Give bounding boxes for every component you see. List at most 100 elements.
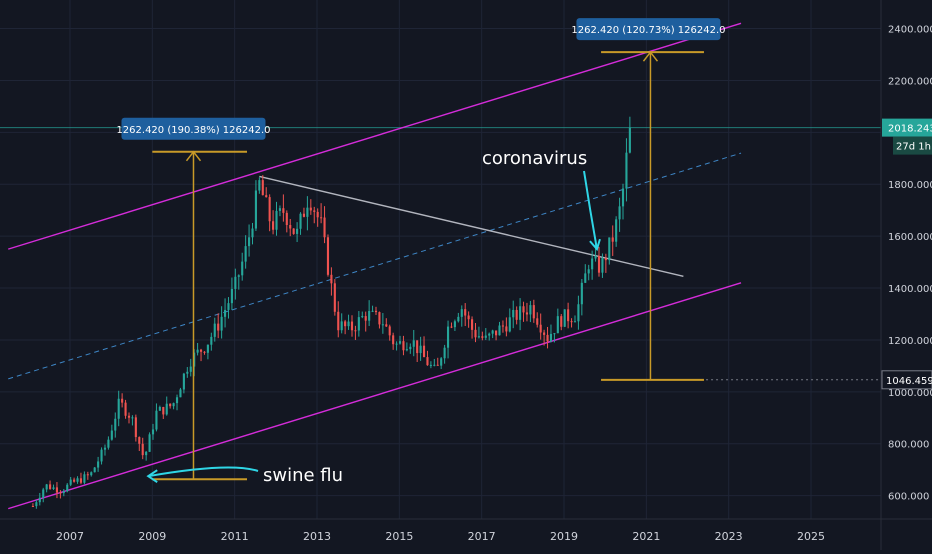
candle-body [416, 340, 419, 354]
candle-body [563, 309, 566, 327]
candle-body [536, 318, 539, 325]
candle-body [532, 305, 535, 319]
candle-body [31, 506, 34, 508]
candle-body [433, 364, 436, 366]
candle-body [196, 349, 199, 353]
x-tick-label: 2021 [632, 530, 660, 543]
measure-label: 1262.420 (120.73%) 126242.0 [571, 25, 725, 36]
candle-body [93, 467, 96, 473]
candle-body [402, 341, 405, 351]
candle-body [374, 310, 378, 313]
candle-body [155, 410, 158, 430]
candle-body [79, 478, 83, 483]
candle-body [361, 316, 364, 318]
candle-body [436, 364, 439, 366]
candle-body [409, 346, 412, 350]
candle-body [52, 487, 55, 489]
candle-body [553, 333, 556, 335]
candle-body [275, 210, 278, 230]
candle-body [42, 489, 45, 498]
candle-body [49, 484, 52, 489]
candle-body [179, 389, 182, 398]
candle-body [628, 127, 631, 153]
candle-body [124, 402, 127, 416]
candle-body [453, 321, 456, 328]
grid-lines [0, 0, 881, 519]
candle-body [313, 210, 316, 212]
x-tick-label: 2011 [221, 530, 249, 543]
x-tick-label: 2017 [468, 530, 496, 543]
candle-body [470, 319, 474, 330]
candle-body [556, 316, 559, 334]
candle-body [234, 276, 237, 289]
candle-body [285, 212, 288, 225]
channel-mid-line [8, 152, 742, 380]
candle-body [604, 258, 607, 261]
candle-body [608, 237, 611, 261]
candle-body [337, 311, 340, 331]
countdown-badge [893, 136, 932, 155]
candle-body [189, 366, 192, 372]
candle-body [45, 484, 48, 490]
candle-body [464, 309, 467, 316]
candle-body [591, 258, 594, 270]
candle-body [385, 324, 388, 327]
candle-body [309, 207, 312, 211]
candle-body [282, 208, 285, 213]
y-tick-label: 1800.000 [888, 180, 932, 191]
candle-body [203, 351, 206, 353]
candle-body [594, 255, 597, 259]
candle-body [395, 343, 398, 345]
candle-body [546, 334, 549, 342]
candle-body [138, 437, 141, 444]
candle-body [392, 335, 395, 345]
candle-body [35, 502, 38, 507]
candle-body [515, 309, 518, 320]
x-tick-label: 2025 [797, 530, 825, 543]
candle-body [450, 326, 453, 328]
candle-body [278, 208, 282, 211]
candlesticks [31, 116, 631, 509]
candle-body [248, 237, 251, 247]
candle-body [186, 371, 189, 374]
candle-body [491, 330, 494, 334]
candle-body [121, 398, 124, 403]
x-axis: 2007 2009 2011 2013 2015 2017 2019 2021 2023 2025 [0, 518, 932, 543]
candle-body [573, 321, 577, 323]
candle-body [580, 282, 583, 305]
candle-body [206, 344, 209, 353]
candle-body [151, 429, 155, 435]
candle-body [169, 403, 172, 407]
candle-body [422, 345, 426, 358]
channel-lower-line [8, 282, 742, 510]
x-tick-label: 2007 [56, 530, 84, 543]
annotation-text-coronavirus: coronavirus [482, 148, 587, 169]
candle-body [323, 217, 326, 238]
candle-body [134, 417, 137, 438]
measure-tools: 1262.420 (190.38%) 126242.0 1262.420 (120… [116, 18, 726, 481]
candle-body [230, 288, 233, 304]
candle-body [289, 224, 292, 229]
candle-body [223, 309, 227, 317]
y-tick-label: 1400.000 [888, 284, 932, 295]
candle-body [162, 407, 165, 415]
candle-body [368, 311, 371, 321]
candle-body [38, 497, 41, 503]
candle-body [429, 364, 432, 366]
y-axis: 600.000 800.000 1000.000 1200.000 1400.000 16… [880, 0, 932, 550]
x-tick-label: 2009 [138, 530, 166, 543]
candle-body [522, 306, 525, 313]
candle-body [350, 321, 354, 331]
candle-body [210, 336, 213, 345]
candle-body [597, 255, 601, 273]
candle-body [549, 333, 553, 342]
candle-body [443, 347, 446, 359]
candle-body [127, 415, 131, 418]
candle-body [326, 237, 330, 275]
candle-body [272, 221, 275, 230]
level-badge [881, 370, 932, 390]
candle-body [512, 309, 515, 318]
candle-body [543, 332, 546, 335]
